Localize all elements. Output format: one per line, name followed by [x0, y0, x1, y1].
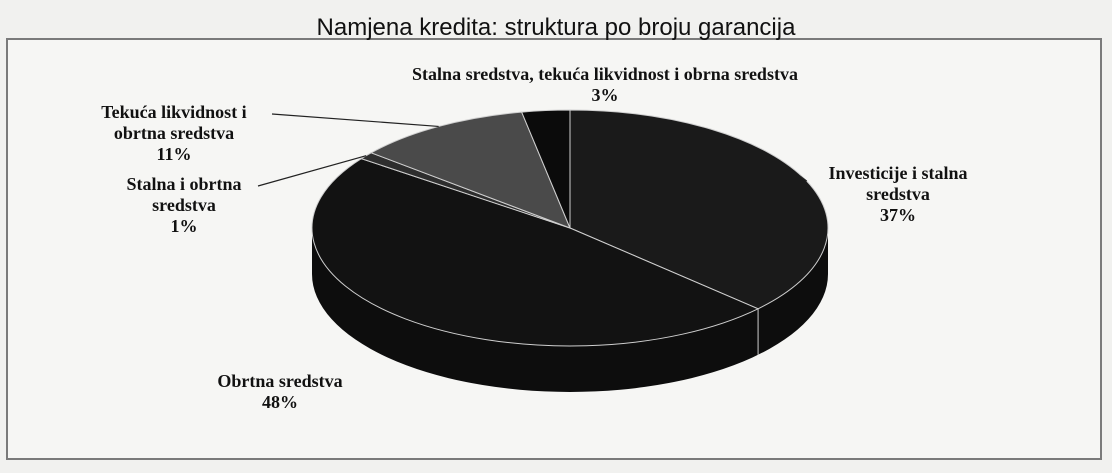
slice-label-4: Stalna sredstva, tekuća likvidnost i obr…	[330, 64, 880, 106]
leader-line-0	[799, 175, 808, 182]
pie-slice-3	[370, 111, 571, 229]
slice-label-0: Investicije i stalna sredstva 37%	[800, 163, 996, 226]
slice-label-3-name: Tekuća likvidnost i obrtna sredstva	[101, 102, 247, 143]
slice-label-1-value: 48%	[262, 392, 298, 412]
pie-top	[311, 109, 829, 347]
slice-label-2-value: 1%	[170, 216, 198, 236]
slice-label-4-value: 3%	[591, 85, 619, 105]
slice-label-3-value: 11%	[156, 144, 192, 164]
slice-label-1: Obrtna sredstva 48%	[190, 371, 370, 413]
leader-line-2	[257, 155, 367, 187]
pie-depth	[312, 228, 828, 392]
chart-title: Namjena kredita: struktura po broju gara…	[316, 14, 796, 41]
slice-label-2: Stalna i obrtna sredstva 1%	[102, 174, 266, 237]
pie-depth-wall	[312, 228, 828, 392]
leader-line-3	[271, 113, 439, 128]
leader-lines	[257, 113, 808, 187]
slice-label-2-name: Stalna i obrtna sredstva	[126, 174, 242, 215]
slice-label-0-value: 37%	[880, 205, 916, 225]
slice-label-0-name: Investicije i stalna sredstva	[828, 163, 968, 204]
slice-label-1-name: Obrtna sredstva	[217, 371, 343, 391]
pie-slice-1	[311, 158, 760, 347]
slice-label-3: Tekuća likvidnost i obrtna sredstva 11%	[72, 102, 276, 165]
pie-slice-4	[520, 109, 571, 229]
slice-label-4-name: Stalna sredstva, tekuća likvidnost i obr…	[412, 64, 798, 84]
